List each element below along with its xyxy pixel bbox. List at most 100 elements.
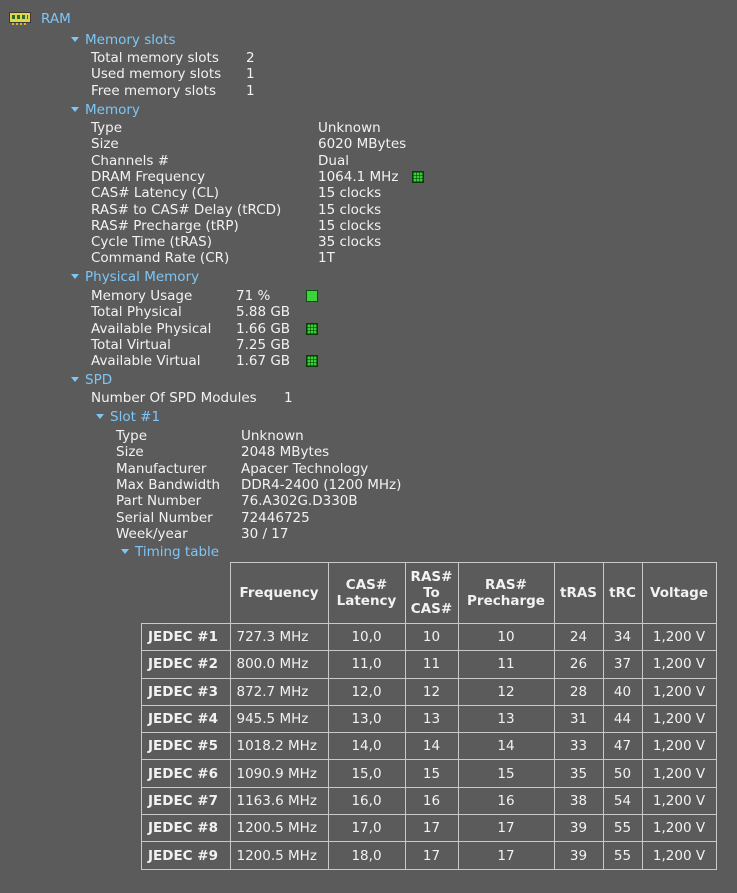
- table-cell: 1,200 V: [641, 732, 717, 761]
- table-cell: 50: [602, 759, 643, 788]
- property-value: 35 clocks: [318, 234, 382, 251]
- empty-corner-cell: [142, 563, 231, 624]
- table-cell: 26: [553, 650, 604, 679]
- table-cell: 15: [404, 759, 459, 788]
- expand-caret-icon[interactable]: [121, 549, 129, 554]
- spd-modules-label: Number Of SPD Modules: [91, 390, 257, 406]
- col-header: Frequency: [229, 562, 329, 624]
- section-header-label: Slot #1: [110, 409, 161, 425]
- timing-table: Frequency CAS# Latency RAS# To CAS# RAS# Pre…: [141, 562, 717, 870]
- col-header: RAS# Precharge: [457, 562, 555, 624]
- property-label: Available Virtual: [91, 353, 201, 370]
- tree-node-ram[interactable]: RAM: [41, 11, 71, 27]
- table-cell: 13: [404, 704, 459, 734]
- col-header: CAS# Latency: [327, 562, 406, 624]
- table-row: JEDEC #8 1200.5 MHz 17,0 17 17 39 55 1,200 V: [141, 814, 717, 843]
- table-row: JEDEC #5 1018.2 MHz 14,0 14 14 33 47 1,200 V: [141, 732, 717, 761]
- table-cell: 12: [457, 677, 555, 706]
- table-cell: 945.5 MHz: [229, 704, 329, 734]
- table-cell: 16: [457, 786, 555, 816]
- table-cell: 12: [404, 677, 459, 706]
- property-label: Available Physical: [91, 320, 212, 337]
- table-cell: 1,200 V: [641, 650, 717, 679]
- tree-node-memory-slots[interactable]: Memory slots: [71, 32, 176, 48]
- tree-node-memory[interactable]: Memory: [71, 102, 140, 118]
- table-cell: 18,0: [327, 841, 406, 870]
- table-cell: 1,200 V: [641, 814, 717, 843]
- row-header-cell: JEDEC #3: [141, 677, 231, 706]
- expand-caret-icon[interactable]: [96, 414, 104, 419]
- property-value: 2: [246, 50, 255, 66]
- table-cell: 11: [457, 650, 555, 679]
- table-cell: 10: [457, 622, 555, 652]
- property-value: Dual: [318, 152, 349, 169]
- table-cell: 1200.5 MHz: [229, 814, 329, 843]
- property-label: Command Rate (CR): [91, 250, 230, 267]
- property-value: 1.67 GB: [236, 353, 291, 370]
- property-value: Apacer Technology: [241, 460, 369, 477]
- table-cell: 15,0: [327, 759, 406, 788]
- property-value: 30 / 17: [241, 525, 289, 542]
- row-header-cell: JEDEC #6: [141, 759, 231, 788]
- table-cell: 12,0: [327, 677, 406, 706]
- timing-header-row: Frequency CAS# Latency RAS# To CAS# RAS# Pre…: [142, 562, 717, 624]
- table-cell: 1090.9 MHz: [229, 759, 329, 788]
- table-row: JEDEC #3 872.7 MHz 12,0 12 12 28 40 1,200 V: [141, 677, 717, 706]
- table-cell: 872.7 MHz: [229, 677, 329, 706]
- table-cell: 15: [457, 759, 555, 788]
- tree-node-spd[interactable]: SPD: [71, 372, 112, 388]
- row-header-cell: JEDEC #1: [141, 622, 231, 652]
- expand-caret-icon[interactable]: [71, 37, 79, 42]
- table-cell: 727.3 MHz: [229, 622, 329, 652]
- table-row: JEDEC #1 727.3 MHz 10,0 10 10 24 34 1,200 V: [141, 622, 717, 652]
- green-gauge-icon: [306, 355, 318, 368]
- property-label: Part Number: [116, 493, 202, 510]
- expand-caret-icon[interactable]: [71, 274, 79, 279]
- property-label: RAS# Precharge (tRP): [91, 217, 239, 234]
- table-cell: 17: [457, 814, 555, 843]
- table-cell: 1,200 V: [641, 622, 717, 652]
- tree-node-slot-1[interactable]: Slot #1: [96, 409, 160, 425]
- property-value: 1: [246, 82, 255, 99]
- row-header-cell: JEDEC #4: [141, 704, 231, 734]
- property-label: Manufacturer: [116, 460, 207, 477]
- property-value: DDR4-2400 (1200 MHz): [241, 476, 402, 493]
- property-value: 15 clocks: [318, 185, 382, 202]
- table-cell: 39: [553, 841, 604, 870]
- table-cell: 17: [404, 814, 459, 843]
- property-label: Type: [116, 428, 148, 444]
- section-header-label: Physical Memory: [85, 269, 200, 285]
- property-value: 15 clocks: [318, 201, 382, 218]
- section-header-label: Memory: [85, 102, 140, 118]
- property-value: 1064.1 MHz: [318, 168, 399, 185]
- table-cell: 10: [404, 622, 459, 652]
- table-cell: 1163.6 MHz: [229, 786, 329, 816]
- expand-caret-icon[interactable]: [71, 377, 79, 382]
- property-value: 7.25 GB: [236, 336, 291, 353]
- table-cell: 35: [553, 759, 604, 788]
- table-cell: 39: [553, 814, 604, 843]
- property-label: Channels #: [91, 152, 170, 169]
- property-label: Type: [91, 120, 123, 136]
- table-cell: 37: [602, 650, 643, 679]
- table-cell: 11: [404, 650, 459, 679]
- table-cell: 17: [404, 841, 459, 870]
- table-cell: 47: [602, 732, 643, 761]
- property-value: Unknown: [318, 120, 381, 136]
- tree-node-physical-memory[interactable]: Physical Memory: [71, 269, 199, 285]
- table-cell: 40: [602, 677, 643, 706]
- table-cell: 1018.2 MHz: [229, 732, 329, 761]
- property-label: DRAM Frequency: [91, 168, 206, 185]
- tree-node-timing-table[interactable]: Timing table: [121, 544, 219, 560]
- col-header: tRC: [602, 562, 643, 624]
- property-value: 76.A302G.D330B: [241, 493, 358, 510]
- property-label: Total memory slots: [91, 50, 219, 66]
- section-header-label: SPD: [85, 372, 113, 388]
- table-row: JEDEC #6 1090.9 MHz 15,0 15 15 35 50 1,200 V: [141, 759, 717, 788]
- table-cell: 10,0: [327, 622, 406, 652]
- table-cell: 44: [602, 704, 643, 734]
- row-header-cell: JEDEC #8: [141, 814, 231, 843]
- expand-caret-icon[interactable]: [71, 107, 79, 112]
- property-label: CAS# Latency (CL): [91, 185, 219, 202]
- table-row: JEDEC #2 800.0 MHz 11,0 11 11 26 37 1,200 V: [141, 650, 717, 679]
